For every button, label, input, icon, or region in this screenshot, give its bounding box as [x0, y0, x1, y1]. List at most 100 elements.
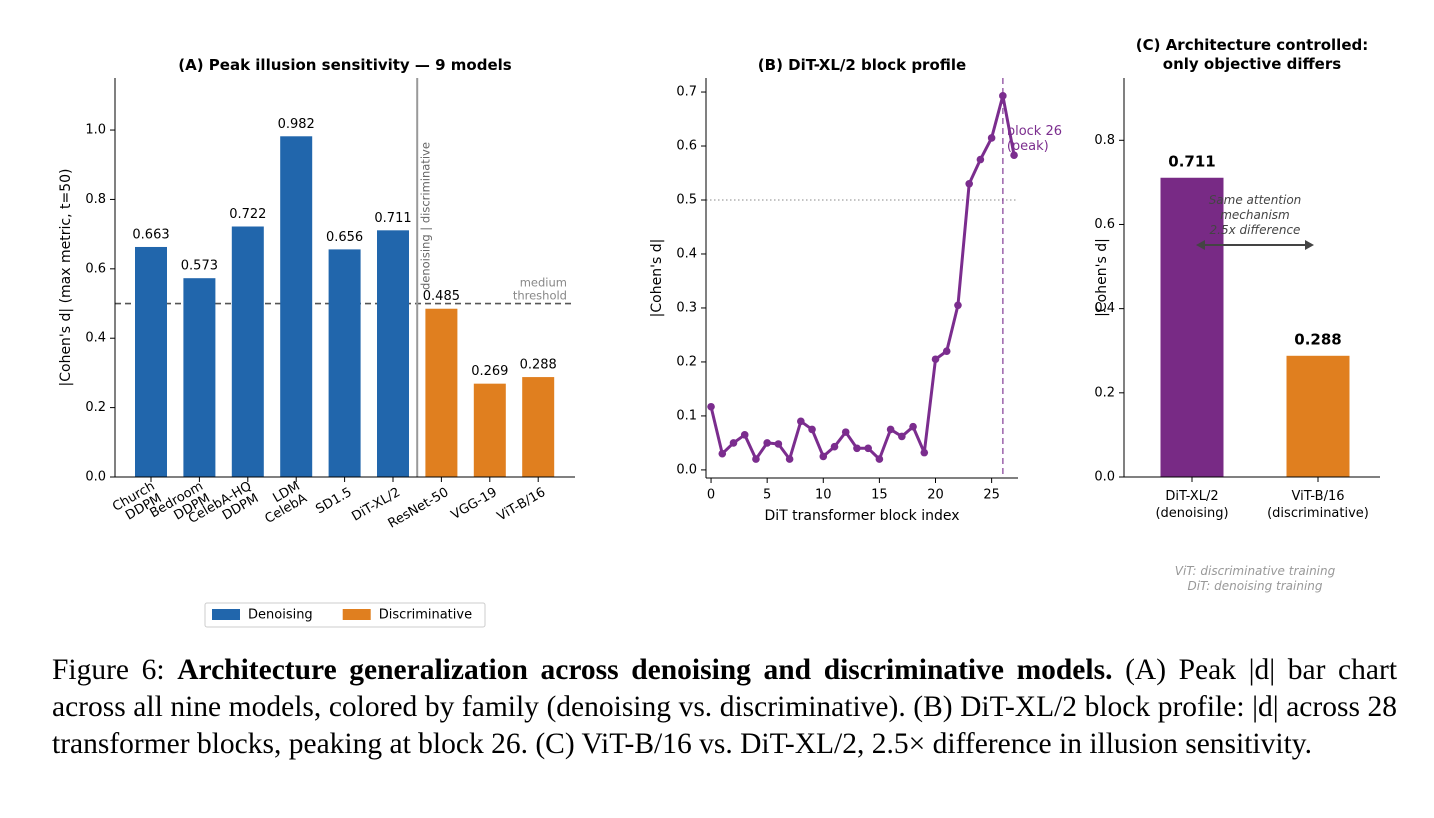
data-point [707, 402, 715, 411]
data-point [864, 444, 872, 453]
y-tick-label: 0.8 [85, 192, 106, 207]
x-tick-label: DiT-XL/2 (denoising) [1155, 489, 1228, 521]
bar [522, 377, 555, 477]
data-point [785, 455, 794, 463]
y-tick-label: 0.2 [676, 354, 697, 369]
caption: Figure 6: Architecture generalization ac… [52, 652, 1397, 763]
x-tick-label: LDMCelebA [255, 478, 309, 526]
data-point [920, 448, 929, 457]
data-point [875, 455, 884, 463]
data-point [763, 439, 771, 447]
peak-label: block 26 (peak) [1007, 124, 1062, 154]
y-tick-label: 0.7 [676, 85, 697, 100]
data-point [808, 425, 816, 434]
data-point [853, 444, 861, 453]
divider-label: denoising | discriminative [419, 142, 433, 290]
x-axis-label: DiT transformer block index [764, 508, 959, 524]
bar [231, 226, 264, 477]
y-tick-label: 0.4 [1094, 301, 1115, 316]
bar [1160, 177, 1224, 477]
data-point [976, 155, 985, 164]
caption-text: (A) Peak |d| bar chart across all nine m… [52, 654, 1398, 760]
data-point [942, 347, 951, 355]
data-point [819, 452, 828, 461]
bar [1286, 355, 1350, 477]
y-tick-label: 0.4 [85, 331, 106, 346]
x-tick-label: 5 [763, 488, 771, 503]
y-tick-label: 0.2 [85, 400, 106, 415]
data-point [931, 355, 940, 364]
x-tick-label: 0 [707, 488, 715, 503]
data-point [886, 425, 895, 434]
chart-title: (B) DiT-XL/2 block profile [758, 56, 966, 74]
caption-label: Figure 6: [52, 654, 165, 686]
bar [377, 230, 409, 477]
chart-title: (C) Architecture controlled: only objecti… [1136, 36, 1368, 73]
data-point [729, 439, 738, 447]
y-axis-label: |Cohen's d| [1094, 238, 1110, 317]
x-tick-label: VGG-19 [449, 485, 500, 523]
data-point [965, 180, 973, 188]
y-tick-label: 0.0 [1094, 470, 1115, 485]
data-point [999, 92, 1007, 100]
footnote: ViT: discriminative training DiT: denoisi… [1175, 564, 1336, 593]
data-point [752, 455, 760, 463]
value-label: 0.711 [374, 211, 411, 226]
y-axis-label: |Cohen's d| [649, 239, 665, 318]
value-label: 0.656 [326, 230, 363, 245]
data-point [830, 442, 839, 451]
y-tick-label: 0.8 [1094, 133, 1115, 148]
value-label: 0.711 [1168, 152, 1215, 170]
value-label: 0.288 [1294, 330, 1341, 348]
data-point [740, 431, 749, 439]
legend-label: Discriminative [379, 608, 472, 623]
value-label: 0.722 [229, 207, 266, 222]
legend-swatch [212, 609, 240, 620]
data-point [987, 134, 996, 142]
y-tick-label: 0.4 [676, 246, 697, 261]
value-label: 0.982 [278, 117, 315, 132]
data-point [774, 440, 783, 448]
legend-label: Denoising [248, 608, 313, 623]
bar [473, 383, 506, 477]
threshold-label: medium threshold [513, 275, 567, 302]
y-tick-label: 0.6 [1094, 217, 1115, 232]
y-tick-label: 0.1 [676, 408, 697, 423]
data-point [1010, 151, 1018, 159]
y-tick-label: 0.2 [1094, 385, 1115, 400]
y-tick-label: 0.6 [676, 139, 697, 154]
bar [183, 278, 216, 477]
data-point [797, 417, 805, 426]
x-tick-label: 20 [927, 488, 944, 503]
x-tick-label: 25 [983, 488, 1000, 503]
data-point [909, 422, 917, 431]
chart-title: (A) Peak illusion sensitivity — 9 models [178, 56, 512, 74]
value-label: 0.573 [181, 259, 218, 274]
legend-swatch [342, 609, 371, 620]
y-tick-label: 0.0 [676, 462, 697, 477]
data-point [898, 432, 906, 441]
data-point [954, 301, 962, 310]
x-tick-label: 10 [815, 488, 832, 503]
bar [135, 246, 167, 477]
value-label: 0.663 [132, 227, 169, 242]
data-point [718, 449, 727, 458]
y-tick-label: 0.5 [676, 192, 697, 207]
legend: Denoising Discriminative [204, 602, 486, 628]
data-line [709, 94, 1016, 461]
bar [280, 136, 313, 477]
y-tick-label: 0.0 [85, 470, 106, 485]
y-tick-label: 1.0 [85, 123, 106, 138]
x-tick-label: 15 [871, 488, 888, 503]
value-label: 0.269 [471, 364, 508, 379]
value-label: 0.485 [423, 289, 460, 304]
data-point [841, 428, 850, 436]
figure: medium threshold denoising | discriminativ… [58, 36, 1380, 628]
bar [328, 249, 361, 477]
y-axis-label: |Cohen's d| (max metric, t=50) [58, 169, 74, 387]
x-tick-label: ViT-B/16 (discriminative) [1267, 489, 1369, 521]
caption-bold: Architecture generalization across denoi… [177, 654, 1113, 686]
y-tick-label: 0.6 [85, 261, 106, 276]
x-tick-label: SD1.5 [313, 485, 354, 517]
value-label: 0.288 [520, 358, 557, 373]
